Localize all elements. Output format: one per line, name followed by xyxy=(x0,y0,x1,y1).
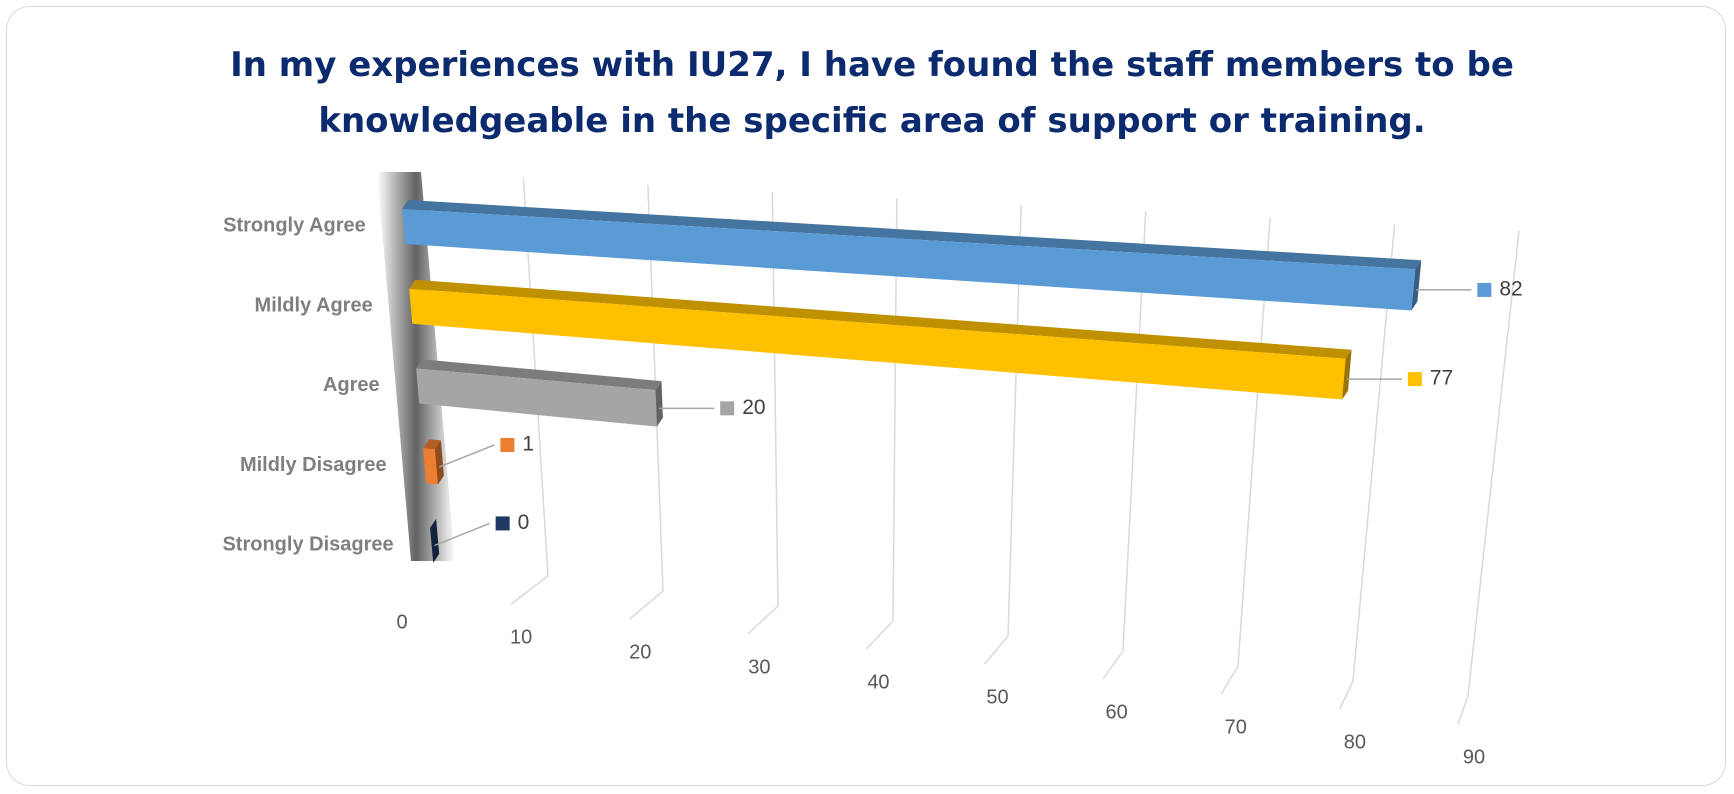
bar xyxy=(430,518,440,563)
category-label: Strongly Disagree xyxy=(222,534,393,556)
grid-line xyxy=(1339,224,1396,710)
chart-title: In my experiences with IU27, I have foun… xyxy=(230,45,1514,141)
category-label: Strongly Agree xyxy=(223,215,366,237)
x-tick-label: 30 xyxy=(748,656,770,678)
category-label: Agree xyxy=(323,374,380,396)
x-tick-label: 80 xyxy=(1344,731,1366,753)
bar xyxy=(409,279,1352,400)
bar-top xyxy=(409,279,1352,359)
value-label: 82 xyxy=(1499,277,1522,300)
bar-front xyxy=(402,209,1416,311)
x-tick-label: 70 xyxy=(1225,716,1247,738)
x-tick-label: 10 xyxy=(510,626,532,648)
bar-top xyxy=(402,200,1422,270)
bar-top xyxy=(423,439,441,450)
bar-front xyxy=(409,288,1346,400)
x-tick-label: 60 xyxy=(1106,701,1128,723)
x-tick-label: 20 xyxy=(629,641,651,663)
value-label: 1 xyxy=(522,433,534,456)
x-tick-label: 40 xyxy=(867,671,889,693)
value-label: 20 xyxy=(742,396,765,419)
bar-end xyxy=(1411,260,1422,311)
legend-key xyxy=(1407,372,1422,387)
grid-line xyxy=(1457,230,1520,725)
category-label: Mildly Disagree xyxy=(240,454,387,476)
bar-front xyxy=(423,448,438,485)
x-tick-label: 50 xyxy=(986,686,1008,708)
bar-front xyxy=(416,368,657,427)
leader-line xyxy=(439,444,495,468)
legend-key xyxy=(495,516,510,531)
x-tick-label: 90 xyxy=(1463,746,1485,768)
bar xyxy=(423,439,444,485)
category-label: Mildly Agree xyxy=(255,294,373,316)
leader-line xyxy=(434,522,490,547)
legend-key xyxy=(1477,282,1492,297)
x-tick-label: 0 xyxy=(396,611,407,633)
bar xyxy=(416,359,663,427)
bar-end xyxy=(430,518,440,563)
chart-card: 0 10 20 30 40 50 60 70 80 90 Strongly Agree 82 Mildl… xyxy=(6,6,1726,786)
bar xyxy=(402,200,1422,311)
bar-end xyxy=(434,440,444,485)
bar-top xyxy=(416,359,662,391)
legend-key xyxy=(720,401,735,416)
bar-end xyxy=(1342,349,1352,400)
legend-key xyxy=(500,437,515,452)
value-label: 77 xyxy=(1430,367,1453,390)
bar-end xyxy=(655,381,663,427)
value-label: 0 xyxy=(518,511,530,534)
